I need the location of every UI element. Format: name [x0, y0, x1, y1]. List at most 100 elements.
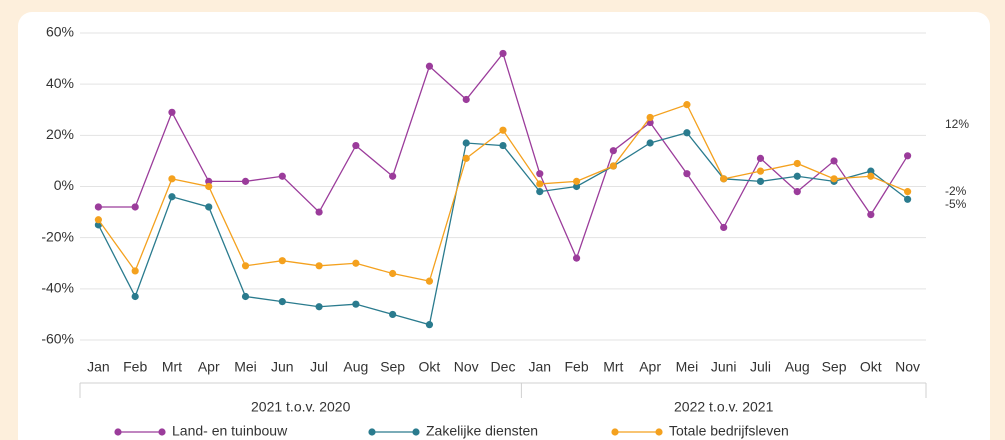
data-point	[830, 175, 838, 183]
data-point	[572, 254, 581, 262]
data-point	[572, 182, 581, 191]
legend-marker	[611, 428, 619, 436]
data-point	[793, 159, 801, 168]
data-point	[352, 141, 360, 150]
x-tick-label: Mrt	[162, 359, 182, 375]
data-point	[205, 203, 213, 211]
data-point	[830, 157, 838, 165]
x-tick-label: Apr	[198, 359, 220, 375]
data-point	[389, 172, 397, 180]
data-point	[425, 277, 434, 285]
x-tick-label: Jul	[310, 359, 328, 375]
data-point	[904, 195, 912, 203]
data-point	[904, 152, 912, 160]
legend-label: Zakelijke diensten	[426, 423, 538, 439]
x-tick-label: Mrt	[603, 359, 623, 375]
y-tick-label: 60%	[46, 24, 74, 40]
data-point	[315, 303, 323, 311]
data-point	[315, 208, 323, 216]
data-point	[352, 300, 360, 308]
data-point	[499, 49, 507, 58]
data-point	[131, 292, 139, 301]
group-label: 2021 t.o.v. 2020	[251, 399, 351, 415]
legend-marker	[412, 428, 420, 436]
data-point	[462, 139, 470, 147]
data-point	[609, 147, 617, 155]
x-tick-label: Jan	[528, 359, 551, 375]
data-point	[609, 162, 617, 170]
x-tick-label: Sep	[822, 359, 847, 375]
data-point	[756, 154, 765, 162]
x-tick-label: Juni	[711, 359, 737, 375]
data-point	[462, 95, 470, 104]
data-point	[904, 188, 912, 196]
data-point	[168, 108, 176, 116]
legend-marker	[655, 428, 663, 436]
data-point	[278, 298, 286, 306]
x-tick-label: Nov	[454, 359, 479, 375]
legend-marker	[158, 428, 166, 436]
data-point	[793, 172, 801, 180]
group-label: 2022 t.o.v. 2021	[674, 399, 774, 415]
y-tick-label: -60%	[41, 331, 74, 347]
data-point	[94, 203, 102, 211]
data-point	[205, 177, 213, 185]
x-tick-label: Jan	[87, 359, 110, 375]
end-label: -2%	[945, 184, 967, 198]
data-point	[425, 321, 434, 329]
x-tick-label: Mei	[234, 359, 257, 375]
data-point	[867, 172, 875, 180]
data-point	[756, 177, 765, 185]
data-point	[389, 269, 397, 278]
data-point	[536, 170, 544, 178]
x-tick-label: Jun	[271, 359, 294, 375]
data-point	[756, 167, 765, 175]
x-tick-label: Okt	[419, 359, 441, 375]
data-point	[425, 62, 434, 70]
data-point	[278, 257, 286, 265]
data-point	[683, 101, 691, 109]
data-point	[389, 310, 397, 319]
x-tick-label: Sep	[380, 359, 405, 375]
legend-label: Totale bedrijfsleven	[669, 423, 789, 439]
y-tick-label: 20%	[46, 126, 74, 142]
x-tick-label: Aug	[785, 359, 810, 375]
x-tick-label: Dec	[491, 359, 516, 375]
y-tick-label: -40%	[41, 280, 74, 296]
data-point	[131, 267, 139, 275]
x-tick-label: Okt	[860, 359, 882, 375]
x-tick-label: Mei	[676, 359, 699, 375]
data-point	[241, 262, 250, 270]
x-tick-label: Feb	[565, 359, 589, 375]
data-point	[867, 167, 875, 175]
data-point	[241, 292, 250, 301]
x-tick-label: Juli	[750, 359, 771, 375]
data-point	[241, 177, 250, 185]
data-point	[683, 170, 691, 178]
data-point	[499, 141, 507, 150]
data-point	[168, 193, 176, 201]
data-point	[646, 113, 654, 122]
data-point	[867, 211, 875, 219]
data-point	[536, 180, 544, 188]
data-point	[720, 223, 728, 232]
data-point	[315, 262, 323, 270]
y-tick-label: -20%	[41, 228, 74, 244]
data-point	[205, 182, 213, 191]
end-label: -5%	[945, 197, 967, 211]
data-point	[536, 188, 544, 196]
y-tick-label: 40%	[46, 75, 74, 91]
card	[18, 12, 990, 440]
y-tick-label: 0%	[54, 177, 74, 193]
data-point	[462, 154, 470, 162]
end-label: 12%	[945, 117, 969, 131]
legend-marker	[368, 428, 376, 436]
data-point	[572, 177, 581, 185]
data-point	[499, 126, 507, 134]
legend-marker	[114, 428, 122, 436]
data-point	[646, 139, 654, 147]
data-point	[352, 259, 360, 267]
data-point	[278, 172, 286, 180]
